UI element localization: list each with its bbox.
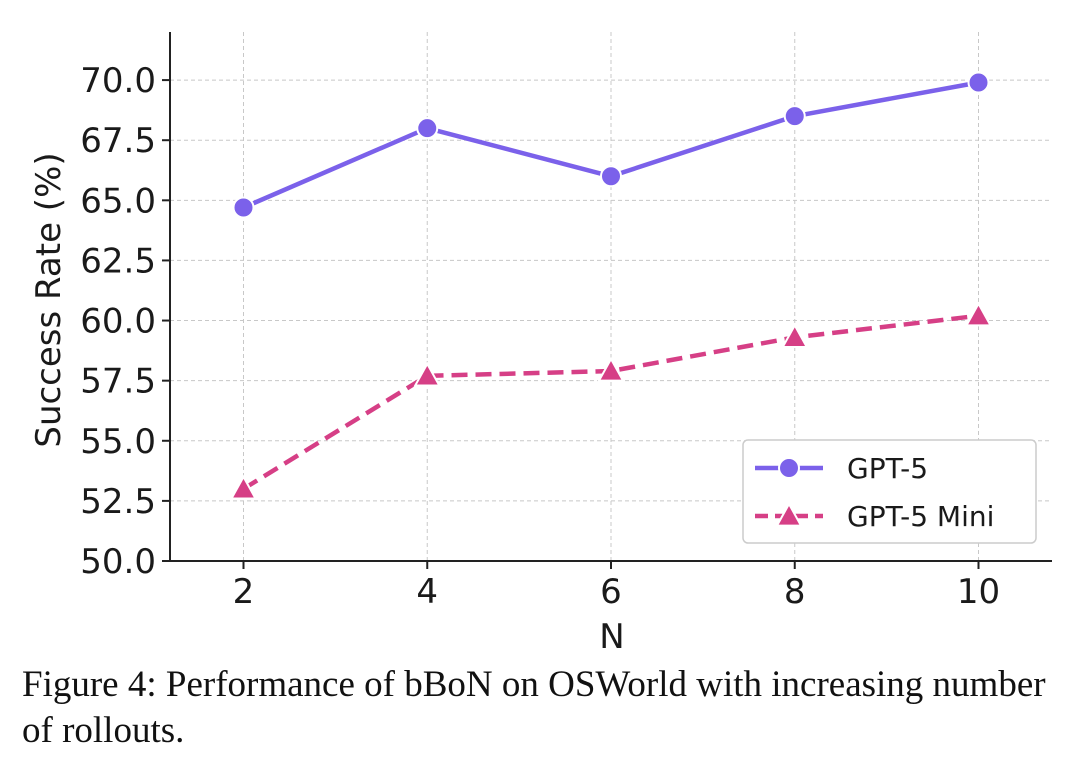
x-tick-label: 2 <box>233 572 255 612</box>
data-point <box>229 474 258 500</box>
series-group <box>229 71 993 500</box>
x-tick-label: 4 <box>416 572 438 612</box>
y-tick-labels: 50.0 52.5 55.0 57.5 60.0 62.5 65.0 67.5 70.0 <box>80 61 156 582</box>
x-tick-labels: 2 4 6 8 10 <box>233 572 1000 612</box>
series-gpt-5 <box>232 71 990 219</box>
y-tick-label: 67.5 <box>80 121 156 161</box>
x-tick-label: 10 <box>957 572 1000 612</box>
data-point <box>416 117 439 140</box>
y-axis-label: Success Rate (%) <box>29 152 69 447</box>
data-point <box>597 356 625 382</box>
y-tick-label: 50.0 <box>80 542 156 582</box>
figure-caption: Figure 4: Performance of bBoN on OSWorld… <box>22 664 1046 751</box>
y-tick-label: 62.5 <box>80 241 156 281</box>
data-point <box>783 105 806 128</box>
line-chart: 50.0 52.5 55.0 57.5 60.0 62.5 65.0 67.5 70.0 2 4 6… <box>29 32 1052 657</box>
x-axis-label: N <box>599 617 624 657</box>
y-tick-label: 65.0 <box>80 181 156 221</box>
legend-label: GPT-5 Mini <box>847 500 994 533</box>
data-point <box>413 361 441 387</box>
data-point <box>600 165 622 188</box>
data-point <box>781 323 809 348</box>
legend-item: GPT-5 <box>755 452 928 485</box>
grid <box>170 32 1052 562</box>
data-point <box>232 196 255 219</box>
x-tick-label: 6 <box>600 572 622 612</box>
y-tick-label: 52.5 <box>80 482 156 522</box>
legend-label: GPT-5 <box>847 452 928 485</box>
y-tick-label: 57.5 <box>80 362 156 402</box>
data-point <box>964 301 993 327</box>
legend-marker <box>778 457 800 479</box>
y-tick-label: 60.0 <box>80 302 156 342</box>
x-tick-label: 8 <box>784 572 806 612</box>
legend-item: GPT-5 Mini <box>755 500 994 533</box>
y-tick-label: 55.0 <box>80 422 156 462</box>
series-gpt-5-mini <box>229 301 993 500</box>
y-tick-label: 70.0 <box>80 61 156 101</box>
axes <box>162 32 1052 569</box>
data-point <box>967 71 990 94</box>
legend-marker <box>775 501 803 527</box>
legend: GPT-5 GPT-5 Mini <box>742 439 1037 544</box>
